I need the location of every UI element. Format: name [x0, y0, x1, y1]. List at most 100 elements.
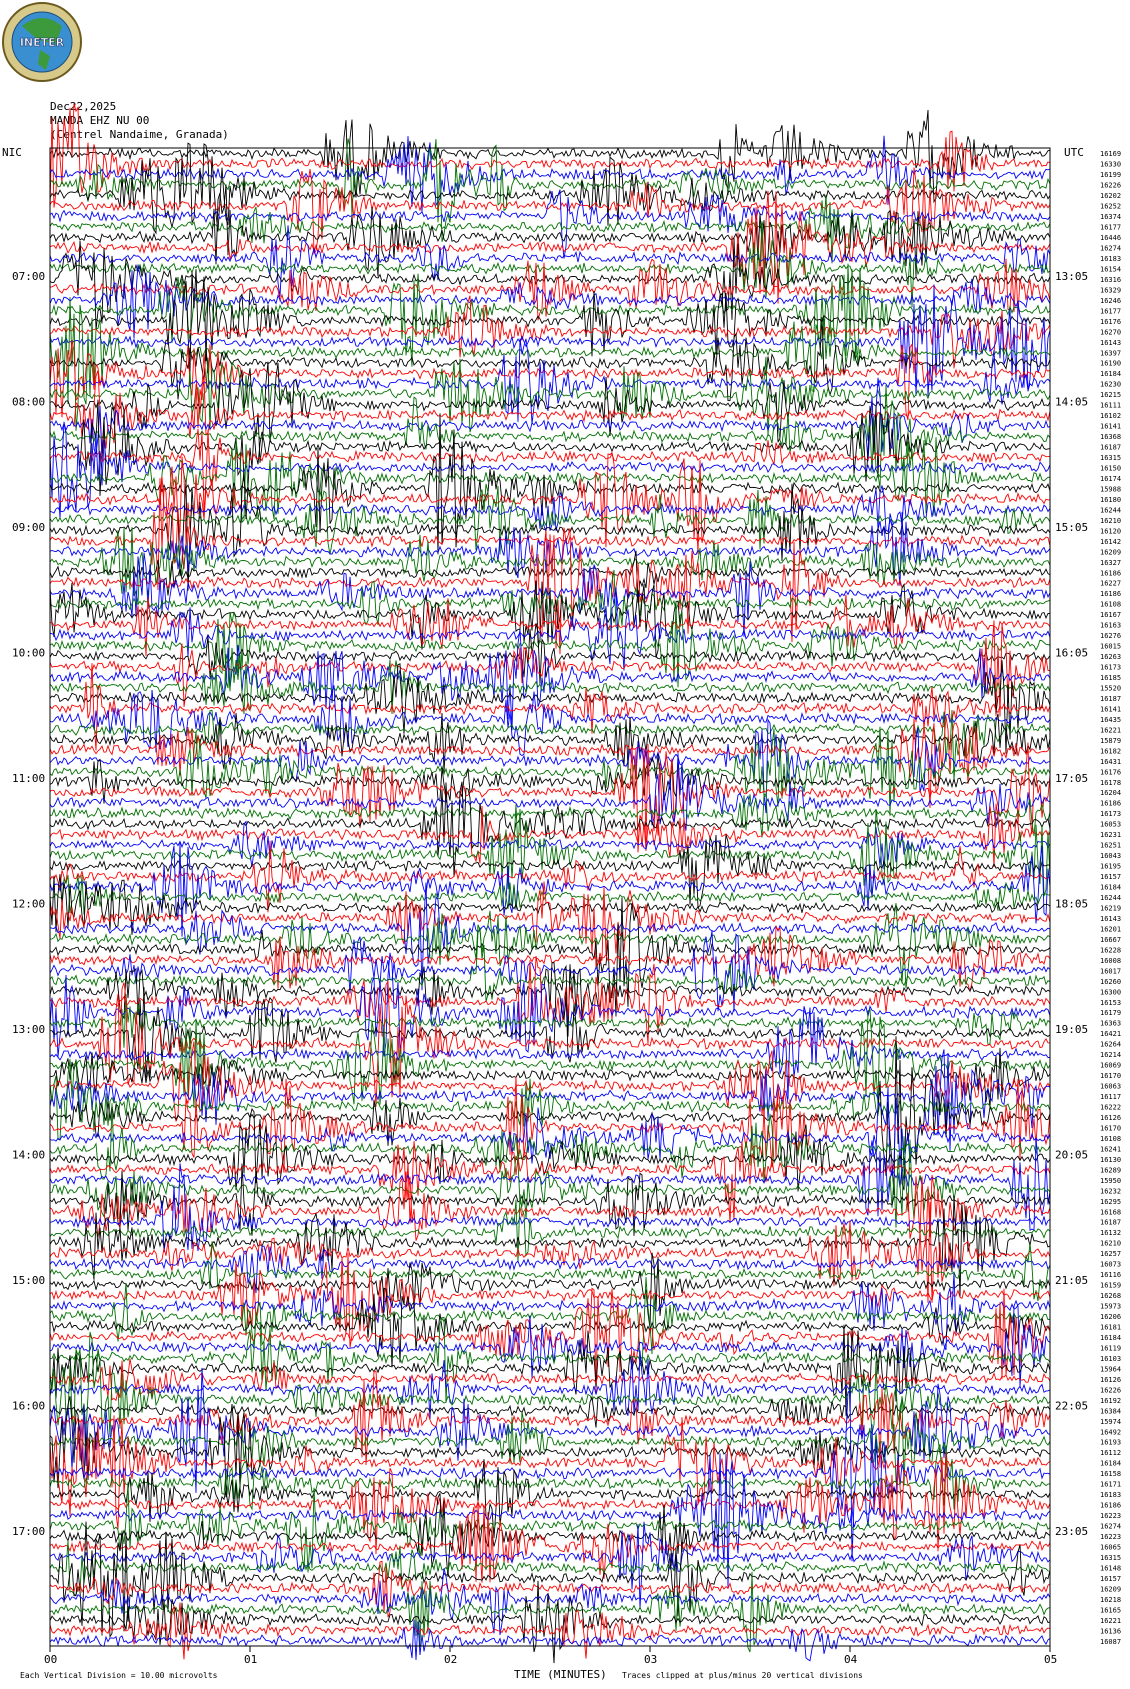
seismic-trace: [49, 881, 1051, 968]
seismic-trace: [49, 753, 1051, 831]
seismic-trace: [49, 340, 1051, 421]
left-time-label: 11:00: [12, 772, 45, 785]
trace-value-label: 16330: [1100, 161, 1121, 169]
trace-value-label: 16263: [1100, 653, 1121, 661]
trace-value-label: 16069: [1100, 1062, 1121, 1070]
x-tick-label: 02: [444, 1653, 457, 1666]
trace-value-label: 16184: [1100, 370, 1121, 378]
seismic-trace: [49, 1252, 1051, 1328]
x-tick-labels: 00 01 02 03 04 05: [44, 1646, 1057, 1666]
seismic-trace: [49, 874, 1051, 915]
trace-value-label: 16218: [1100, 1596, 1121, 1604]
seismic-trace: [49, 1194, 1051, 1263]
seismic-trace: [49, 1619, 1051, 1662]
seismic-trace: [49, 586, 1051, 671]
seismic-trace: [49, 580, 1051, 658]
right-time-label: 16:05: [1055, 647, 1088, 660]
right-time-label: 18:05: [1055, 898, 1088, 911]
trace-value-label: 16210: [1100, 1240, 1121, 1248]
trace-value-label: 16154: [1100, 266, 1121, 274]
trace-value-label: 16173: [1100, 664, 1121, 672]
left-axis-title: NIC: [2, 146, 22, 159]
seismic-trace: [49, 1521, 1051, 1639]
trace-value-label: 15964: [1100, 1365, 1121, 1373]
trace-value-label: 16116: [1100, 1271, 1121, 1279]
seismic-trace: [49, 167, 1051, 256]
trace-value-label: 16315: [1100, 1554, 1121, 1562]
seismic-trace: [49, 1076, 1051, 1173]
right-time-label: 19:05: [1055, 1023, 1088, 1036]
trace-value-label: 16187: [1100, 444, 1121, 452]
trace-value-label: 16257: [1100, 1250, 1121, 1258]
seismic-trace: [49, 623, 1051, 685]
trace-value-label: 16126: [1100, 1376, 1121, 1384]
x-tick-label: 03: [644, 1653, 657, 1666]
seismic-trace: [49, 897, 1051, 1017]
seismic-trace: [49, 399, 1051, 496]
trace-value-label: 16193: [1100, 1439, 1121, 1447]
trace-value-label: 16171: [1100, 1481, 1121, 1489]
trace-value-label: 16184: [1100, 1334, 1121, 1342]
trace-value-label: 16251: [1100, 842, 1121, 850]
seismic-trace: [49, 620, 1050, 717]
seismic-trace: [49, 258, 1051, 321]
trace-value-label: 16167: [1100, 611, 1121, 619]
plot-frame: [49, 147, 1051, 1647]
trace-value-label: 16017: [1100, 967, 1121, 975]
trace-value-label: 16276: [1100, 632, 1121, 640]
left-time-label: 16:00: [12, 1400, 45, 1413]
trace-value-label: 16201: [1100, 925, 1121, 933]
trace-value-label: 16141: [1100, 705, 1121, 713]
seismic-trace: [49, 485, 1051, 533]
seismic-trace: [49, 1087, 1051, 1176]
trace-value-label: 16190: [1100, 360, 1121, 368]
seismic-trace: [49, 1287, 1051, 1368]
trace-value-label: 15520: [1100, 685, 1121, 693]
trace-value-label: 16192: [1100, 1397, 1121, 1405]
right-time-label: 22:05: [1055, 1400, 1088, 1413]
trace-value-label: 16184: [1100, 884, 1121, 892]
trace-value-label: 16300: [1100, 988, 1121, 996]
seismic-trace: [49, 1482, 1051, 1573]
seismic-trace: [49, 955, 1051, 1044]
left-time-label: 13:00: [12, 1023, 45, 1036]
seismic-trace: [49, 1252, 1051, 1348]
seismic-trace: [49, 842, 1051, 937]
seismic-trace: [49, 882, 1051, 991]
left-time-label: 09:00: [12, 521, 45, 534]
trace-value-label: 16492: [1100, 1428, 1121, 1436]
trace-value-label: 16157: [1100, 873, 1121, 881]
seismic-trace: [49, 1452, 1051, 1555]
seismic-trace: [49, 189, 1051, 259]
ineter-logo: INETER: [0, 0, 84, 84]
seismic-trace: [49, 512, 1051, 587]
left-time-label: 17:00: [12, 1525, 45, 1538]
right-time-label: 13:05: [1055, 270, 1088, 283]
trace-value-label: 16119: [1100, 1344, 1121, 1352]
trace-value-label: 16195: [1100, 863, 1121, 871]
trace-value-label: 16268: [1100, 1292, 1121, 1300]
trace-value-label: 16384: [1100, 1407, 1121, 1415]
trace-value-label: 16182: [1100, 747, 1121, 755]
right-axis-title: UTC: [1064, 146, 1084, 159]
left-time-label: 08:00: [12, 396, 45, 409]
right-time-label: 15:05: [1055, 521, 1088, 534]
trace-value-label: 16183: [1100, 1491, 1121, 1499]
trace-value-label: 16148: [1100, 1564, 1121, 1572]
x-axis-title: TIME (MINUTES): [514, 1668, 607, 1681]
seismic-trace: [49, 781, 1051, 877]
trace-value-label: 15950: [1100, 1177, 1121, 1185]
seismic-trace: [49, 840, 1051, 913]
seismic-trace: [49, 1312, 1051, 1403]
seismic-trace: [49, 961, 1051, 1037]
seismic-trace: [49, 1568, 1051, 1636]
seismic-trace: [49, 483, 1051, 555]
seismic-trace: [49, 793, 1051, 838]
trace-value-label: 16209: [1100, 1585, 1121, 1593]
left-time-labels: 07:00 08:00 09:00 10:00 11:00 12:00 13:00 14:00…: [12, 270, 45, 1538]
seismic-trace: [49, 1444, 1051, 1511]
seismic-trace: [49, 930, 1051, 1012]
trace-value-label: 16209: [1100, 548, 1121, 556]
trace-value-label: 16232: [1100, 1187, 1121, 1195]
seismic-trace: [49, 527, 1051, 605]
